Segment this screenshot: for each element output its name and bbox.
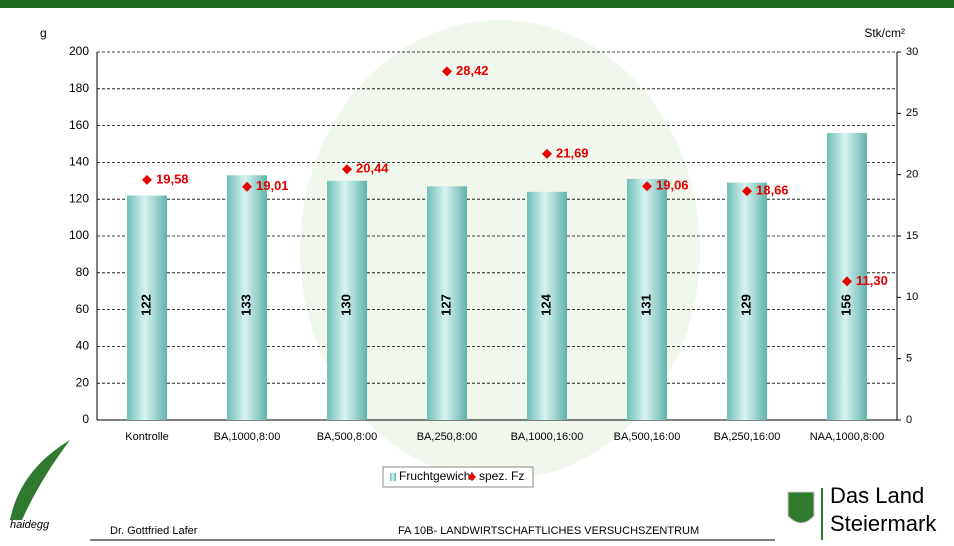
y-tick-label: 200: [69, 44, 89, 58]
bar: [627, 178, 667, 420]
y2-axis-label: Stk/cm²: [864, 26, 905, 40]
y-tick-label: 40: [76, 339, 90, 353]
y-tick-label: 140: [69, 155, 89, 169]
steiermark-crest: [787, 491, 815, 524]
x-tick-label: NAA,1000,8:00: [810, 431, 885, 443]
bar: [127, 195, 167, 420]
dot: [442, 66, 452, 77]
background-leaf: [300, 20, 700, 480]
dot: [142, 174, 152, 185]
logo-text: haidegg: [10, 519, 50, 531]
x-tick-label: BA,500,8:00: [317, 431, 378, 443]
y-tick-label: 120: [69, 191, 89, 205]
x-tick-label: BA,250,16:00: [714, 431, 781, 443]
dot-label: 28,42: [456, 63, 489, 78]
institute: FA 10B- LANDWIRTSCHAFTLICHES VERSUCHSZEN…: [398, 525, 699, 537]
haidegg-logo: [10, 440, 70, 520]
bar: [727, 182, 767, 420]
legend-swatch: [390, 473, 396, 481]
y2-tick-label: 25: [906, 107, 918, 119]
dot: [242, 181, 252, 192]
x-tick-label: BA,1000,16:00: [511, 431, 584, 443]
bar-label: 133: [238, 294, 253, 316]
dot-label: 19,06: [656, 178, 689, 193]
legend: [382, 466, 534, 488]
legend-swatch: [468, 473, 476, 481]
bar: [427, 186, 467, 420]
dot: [542, 148, 552, 159]
bar-label: 127: [438, 294, 453, 316]
dot: [642, 181, 652, 192]
dot-label: 18,66: [756, 183, 789, 198]
y-tick-label: 20: [76, 375, 90, 389]
y-tick-label: 100: [69, 228, 89, 242]
y-tick-label: 80: [76, 265, 90, 279]
y-tick-label: 60: [76, 302, 90, 316]
y-tick-label: 0: [82, 412, 89, 426]
bar-label: 130: [338, 294, 353, 316]
bar-label: 129: [738, 294, 753, 316]
x-tick-label: Kontrolle: [125, 431, 168, 443]
dot: [742, 186, 752, 197]
dot-label: 19,01: [256, 178, 289, 193]
y2-tick-label: 10: [906, 291, 918, 303]
logo-text: Steiermark: [830, 511, 937, 536]
dot: [342, 164, 352, 175]
bar-label: 124: [538, 293, 553, 315]
dot-label: 19,58: [156, 171, 189, 186]
y2-tick-label: 15: [906, 230, 918, 242]
x-tick-label: BA,500,16:00: [614, 431, 681, 443]
y-axis-label: g: [40, 26, 47, 40]
y2-tick-label: 0: [906, 414, 912, 426]
dot: [842, 276, 852, 287]
y2-tick-label: 30: [906, 46, 918, 58]
dot-label: 20,44: [356, 161, 389, 176]
y2-tick-label: 20: [906, 169, 918, 181]
bar-label: 131: [638, 294, 653, 316]
bar: [327, 180, 367, 420]
x-tick-label: BA,1000,8:00: [214, 431, 281, 443]
y-tick-label: 180: [69, 81, 89, 95]
dot-label: 11,30: [856, 273, 888, 288]
bar-label: 122: [138, 294, 153, 316]
x-tick-label: BA,250,8:00: [417, 431, 478, 443]
logo-text: Das Land: [830, 483, 924, 508]
y-tick-label: 160: [69, 118, 89, 132]
bar: [527, 191, 567, 420]
top-bar: [0, 0, 954, 8]
author: Dr. Gottfried Lafer: [110, 525, 198, 537]
bar: [227, 175, 267, 420]
dot-label: 21,69: [556, 145, 589, 160]
legend-label: Fruchtgewicht: [399, 469, 474, 483]
legend-label: spez. Fz: [479, 469, 524, 483]
bar-label: 156: [838, 294, 853, 316]
y2-tick-label: 5: [906, 353, 912, 365]
